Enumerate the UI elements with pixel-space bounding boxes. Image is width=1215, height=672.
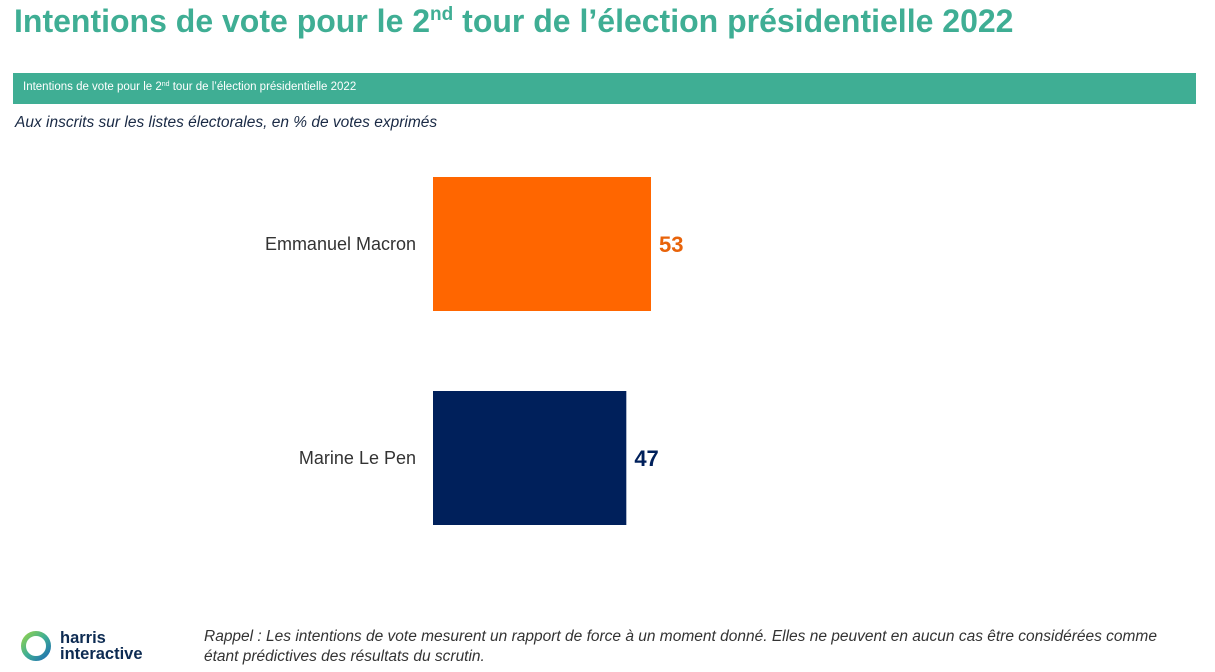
bar-chart: Emmanuel Macron 53 Marine Le Pen 47 (265, 177, 683, 525)
footer-note-line-1: Rappel : Les intentions de vote mesurent… (204, 628, 1157, 645)
banner-title-rest: tour de l’élection présidentielle 2022 (169, 81, 357, 93)
footer-note-line-2: étant prédictives des résultats du scrut… (204, 648, 485, 665)
harris-interactive-logo: harris interactive (19, 629, 164, 665)
value-label-0: 53 (659, 232, 683, 257)
banner-title-superscript: nd (161, 81, 170, 88)
banner-title: Intentions de vote pour le 2nd tour de l… (23, 81, 356, 93)
logo-line-2: interactive (60, 645, 143, 663)
logo-ring-icon (21, 631, 51, 661)
title-rest: tour de l’élection présidentielle 2022 (453, 3, 1014, 39)
logo-wordmark: harris interactive (60, 629, 143, 663)
chart-subtitle: Aux inscrits sur les listes électorales,… (15, 114, 438, 131)
bar-0 (433, 177, 651, 311)
footer-note: Rappel : Les intentions de vote mesurent… (204, 627, 1204, 667)
title-main: Intentions de vote pour le 2 (14, 3, 431, 39)
title-superscript: nd (430, 4, 454, 25)
category-label-0: Emmanuel Macron (265, 234, 416, 254)
banner-title-main: Intentions de vote pour le 2 (23, 81, 162, 93)
logo-line-1: harris (60, 629, 106, 647)
bar-1 (433, 391, 627, 525)
page-title: Intentions de vote pour le 2nd tour de l… (14, 2, 1013, 40)
chart-banner: Intentions de vote pour le 2nd tour de l… (13, 73, 1196, 104)
value-label-1: 47 (634, 446, 658, 471)
category-label-1: Marine Le Pen (299, 448, 416, 468)
